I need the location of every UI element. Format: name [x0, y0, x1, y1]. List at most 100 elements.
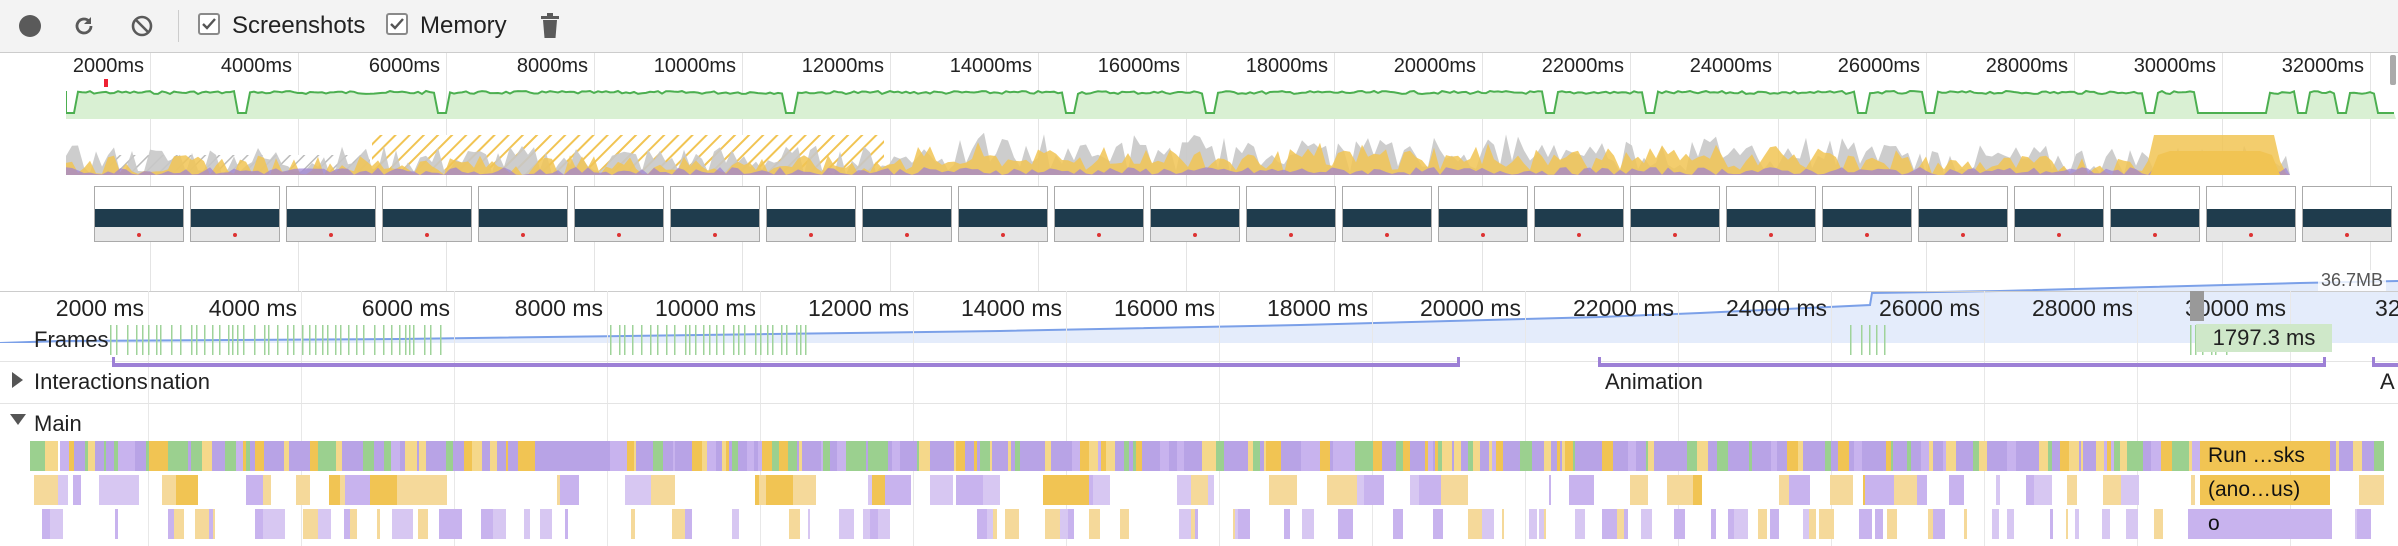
frame-bar[interactable] — [287, 325, 289, 355]
flame-slice[interactable] — [1238, 509, 1250, 539]
call-slice-label[interactable]: o — [2200, 509, 2330, 539]
main-thread-flame-chart[interactable] — [30, 441, 2398, 546]
flame-slice[interactable] — [837, 441, 846, 471]
flame-slice[interactable] — [2362, 441, 2365, 471]
flame-slice[interactable] — [1435, 441, 1438, 471]
screenshot-thumbnail[interactable] — [574, 186, 664, 242]
flame-slice[interactable] — [1946, 441, 1956, 471]
frame-bar[interactable] — [641, 325, 643, 355]
flame-slice[interactable] — [73, 475, 81, 505]
flame-slice[interactable] — [1770, 509, 1779, 539]
flame-slice[interactable] — [1045, 509, 1050, 539]
flame-slice[interactable] — [2102, 509, 2110, 539]
flame-slice[interactable] — [377, 509, 380, 539]
flame-slice[interactable] — [1492, 441, 1496, 471]
flame-slice[interactable] — [977, 509, 987, 539]
flame-slice[interactable] — [1184, 441, 1193, 471]
flame-slice[interactable] — [1728, 509, 1734, 539]
frame-bar[interactable] — [191, 325, 193, 355]
frame-bar[interactable] — [302, 325, 304, 355]
flame-slice[interactable] — [225, 441, 236, 471]
flame-slice[interactable] — [1005, 509, 1019, 539]
flame-slice[interactable] — [1917, 475, 1927, 505]
frame-bar[interactable] — [424, 325, 426, 355]
flame-slice[interactable] — [651, 475, 675, 505]
flame-slice[interactable] — [866, 441, 868, 471]
flame-slice[interactable] — [575, 441, 586, 471]
flame-slice[interactable] — [318, 441, 326, 471]
flame-slice[interactable] — [1646, 441, 1648, 471]
flame-slice[interactable] — [34, 475, 58, 505]
flame-slice[interactable] — [930, 441, 936, 471]
flame-slice[interactable] — [1602, 441, 1613, 471]
flame-slice[interactable] — [625, 475, 651, 505]
flame-slice[interactable] — [1569, 475, 1594, 505]
flame-slice[interactable] — [524, 509, 530, 539]
flame-slice[interactable] — [345, 475, 370, 505]
frame-bar[interactable] — [228, 325, 230, 355]
flame-slice[interactable] — [1999, 441, 2007, 471]
collapse-triangle-icon[interactable] — [10, 414, 26, 425]
flame-slice[interactable] — [1177, 475, 1191, 505]
screenshot-thumbnail[interactable] — [94, 186, 184, 242]
flame-slice[interactable] — [2148, 441, 2151, 471]
flame-slice[interactable] — [919, 441, 930, 471]
screenshot-thumbnail[interactable] — [2206, 186, 2296, 242]
flame-slice[interactable] — [518, 441, 528, 471]
flame-slice[interactable] — [956, 475, 983, 505]
flame-slice[interactable] — [1520, 441, 1530, 471]
flame-slice[interactable] — [326, 441, 336, 471]
flame-slice[interactable] — [672, 509, 685, 539]
frame-bar[interactable] — [212, 325, 214, 355]
flame-slice[interactable] — [2054, 441, 2060, 471]
flame-slice[interactable] — [310, 441, 318, 471]
flame-slice[interactable] — [1043, 475, 1063, 505]
flame-slice[interactable] — [2161, 441, 2172, 471]
flame-slice[interactable] — [772, 441, 779, 471]
flame-slice[interactable] — [1364, 475, 1384, 505]
expand-triangle-icon[interactable] — [12, 372, 23, 388]
frame-bar[interactable] — [689, 325, 691, 355]
flame-slice[interactable] — [2096, 441, 2104, 471]
flame-slice[interactable] — [253, 475, 263, 505]
flame-slice[interactable] — [1575, 509, 1585, 539]
flame-slice[interactable] — [1798, 441, 1803, 471]
screenshot-thumbnail[interactable] — [382, 186, 472, 242]
flame-slice[interactable] — [284, 441, 289, 471]
frame-bar[interactable] — [666, 325, 668, 355]
flame-slice[interactable] — [692, 441, 702, 471]
flame-slice[interactable] — [830, 441, 835, 471]
frame-bar[interactable] — [695, 325, 697, 355]
frames-track[interactable] — [110, 325, 2230, 355]
flame-slice[interactable] — [1933, 509, 1945, 539]
flame-slice[interactable] — [88, 441, 95, 471]
flame-slice[interactable] — [1093, 475, 1110, 505]
flame-slice[interactable] — [446, 441, 453, 471]
frame-bar[interactable] — [171, 325, 173, 355]
flame-slice[interactable] — [1284, 509, 1290, 539]
flame-slice[interactable] — [2083, 441, 2086, 471]
flame-slice[interactable] — [2330, 509, 2332, 539]
flame-slice[interactable] — [370, 475, 397, 505]
flame-chart-panel[interactable]: 2000 ms 4000 ms 6000 ms 8000 ms 10000 ms 1200… — [0, 291, 2398, 546]
flame-slice[interactable] — [1357, 475, 1364, 505]
flame-slice[interactable] — [1468, 441, 1473, 471]
flame-slice[interactable] — [702, 441, 707, 471]
flame-slice[interactable] — [1235, 509, 1238, 539]
frame-bar[interactable] — [772, 325, 774, 355]
flame-slice[interactable] — [2154, 509, 2163, 539]
frame-bar[interactable] — [1876, 325, 1878, 355]
flame-slice[interactable] — [1854, 441, 1862, 471]
flame-slice[interactable] — [384, 441, 391, 471]
screenshot-thumbnail[interactable] — [1150, 186, 1240, 242]
flame-slice[interactable] — [164, 441, 168, 471]
flame-slice[interactable] — [2093, 441, 2096, 471]
flame-slice[interactable] — [1008, 441, 1011, 471]
flame-slice[interactable] — [878, 441, 888, 471]
flame-slice[interactable] — [863, 509, 870, 539]
flame-slice[interactable] — [1425, 441, 1428, 471]
frame-bar[interactable] — [383, 325, 385, 355]
flame-slice[interactable] — [418, 509, 428, 539]
frame-bar[interactable] — [733, 325, 735, 355]
flame-slice[interactable] — [1602, 509, 1617, 539]
